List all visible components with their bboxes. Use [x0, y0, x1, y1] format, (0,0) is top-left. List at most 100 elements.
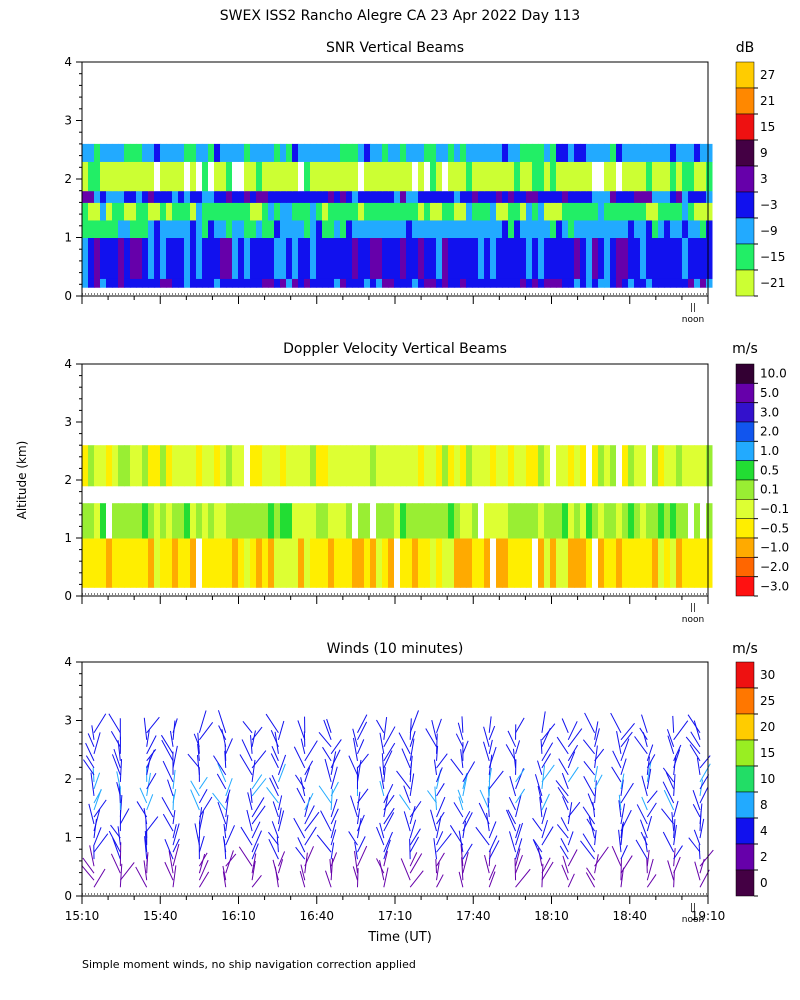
heatmap-cell: [412, 237, 419, 279]
wind-barb: [620, 758, 627, 776]
wind-barb: [673, 819, 676, 839]
wind-barb: [93, 799, 107, 818]
heatmap-cell: [466, 161, 473, 192]
wind-barb: [409, 755, 413, 775]
wind-barb: [646, 744, 654, 762]
wind-barb: [304, 811, 320, 832]
heatmap-cell: [166, 237, 173, 279]
heatmap-cell: [220, 190, 227, 203]
heatmap-cell: [370, 161, 377, 192]
heatmap-cell: [586, 278, 593, 288]
heatmap-cell: [700, 445, 707, 487]
heatmap-cell: [256, 161, 263, 192]
heatmap-cell: [646, 190, 653, 203]
heatmap-cell: [646, 202, 653, 221]
heatmap-cell: [430, 503, 437, 539]
heatmap-cell: [340, 445, 347, 487]
heatmap-cell: [292, 503, 299, 539]
wind-barb: [251, 875, 262, 888]
heatmap-cell: [196, 219, 203, 238]
wind-barb: [325, 870, 332, 888]
colorbar-swatch: [735, 460, 755, 481]
wind-barb: [690, 731, 701, 748]
heatmap-cell: [130, 190, 137, 203]
heatmap-cell: [388, 190, 395, 203]
heatmap-cell: [616, 143, 623, 162]
wind-barb: [383, 794, 389, 818]
heatmap-cell: [556, 278, 563, 288]
heatmap-cell: [538, 190, 545, 203]
wind-barb: [582, 739, 596, 755]
heatmap-cell: [478, 237, 485, 279]
heatmap-cell: [550, 161, 557, 192]
heatmap-cell: [244, 143, 251, 162]
heatmap-cell: [532, 202, 539, 221]
heatmap-cell: [694, 503, 701, 539]
heatmap-cell: [598, 219, 605, 238]
heatmap-cell: [580, 219, 587, 238]
wind-barb: [110, 824, 121, 839]
heatmap-cell: [394, 445, 401, 487]
wind-barb: [594, 728, 600, 747]
heatmap-cell: [178, 161, 185, 192]
heatmap-cell: [616, 190, 623, 203]
wind-barb: [93, 713, 107, 734]
heatmap-cell: [106, 143, 113, 162]
colorbar-label: 2.0: [760, 425, 779, 439]
heatmap-cell: [520, 237, 527, 279]
heatmap-cell: [178, 202, 185, 221]
heatmap-cell: [634, 503, 641, 539]
heatmap-cell: [316, 161, 323, 192]
heatmap-cell: [256, 143, 263, 162]
heatmap-cell: [556, 143, 563, 162]
heatmap-cell: [430, 445, 437, 487]
wind-barb: [376, 858, 385, 874]
heatmap-cell: [178, 219, 185, 238]
wind-barb: [583, 761, 596, 776]
heatmap-cell: [622, 219, 629, 238]
heatmap-cell: [166, 202, 173, 221]
heatmap-cell: [466, 143, 473, 162]
heatmap-cell: [238, 190, 245, 203]
wind-barb: [449, 825, 464, 846]
wind-barb: [515, 768, 525, 783]
heatmap-cell: [304, 445, 311, 487]
heatmap-cell: [214, 278, 221, 288]
wind-barb: [304, 767, 311, 783]
wind-barb: [146, 729, 150, 747]
heatmap-cell: [616, 237, 623, 279]
heatmap-cell: [430, 190, 437, 203]
colorbar-label: 0.1: [760, 483, 779, 497]
heatmap-cell: [220, 143, 227, 162]
wind-barb: [567, 849, 578, 867]
heatmap-cell: [304, 538, 311, 588]
heatmap-cell: [358, 190, 365, 203]
wind-barb: [357, 814, 365, 832]
heatmap-cell: [376, 143, 383, 162]
heatmap-cell: [436, 202, 443, 221]
heatmap-cell: [196, 538, 203, 588]
heatmap-cell: [220, 237, 227, 279]
x-tick-label: 18:40: [612, 909, 647, 923]
heatmap-cell: [682, 190, 689, 203]
heatmap-cell: [646, 445, 653, 487]
wind-barb: [161, 796, 174, 818]
heatmap-cell: [526, 503, 533, 539]
wind-barb: [636, 804, 648, 825]
heatmap-cell: [514, 278, 521, 288]
heatmap-cell: [244, 219, 251, 238]
wind-barb: [409, 853, 423, 874]
wind-barb: [90, 772, 95, 797]
heatmap-cell: [262, 445, 269, 487]
wind-barb: [484, 855, 490, 874]
heatmap-cell: [592, 538, 599, 588]
heatmap-cell: [328, 202, 335, 221]
heatmap-cell: [328, 190, 335, 203]
heatmap-cell: [526, 538, 533, 588]
heatmap-cell: [658, 445, 665, 487]
wind-barb: [119, 863, 123, 888]
wind-barb: [462, 772, 468, 797]
heatmap-cell: [346, 445, 353, 487]
heatmap-cell: [616, 202, 623, 221]
wind-barb: [318, 785, 332, 804]
